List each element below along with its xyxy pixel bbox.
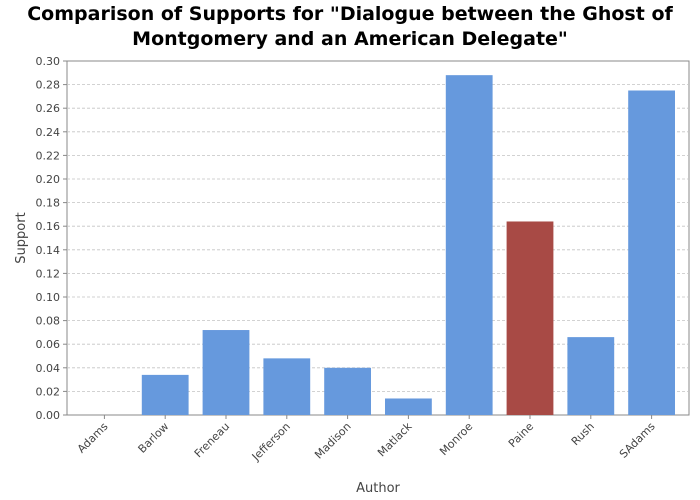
bar-barlow <box>141 374 189 415</box>
y-tick-label: 0.12 <box>36 267 61 280</box>
y-tick-label: 0.02 <box>36 385 61 398</box>
x-tick-label: Adams <box>75 420 111 456</box>
bar-rush <box>567 337 615 415</box>
y-tick-label: 0.00 <box>36 409 61 422</box>
x-axis-title: Author <box>356 481 400 496</box>
x-axis: Adams Barlow Freneau Jefferson Madison Matlac… <box>75 415 658 464</box>
bars <box>141 75 675 415</box>
y-tick-label: 0.08 <box>36 315 61 328</box>
y-tick-label: 0.28 <box>36 79 61 92</box>
x-tick-label: Jefferson <box>249 420 293 464</box>
x-tick-label: Barlow <box>136 420 172 456</box>
y-tick-label: 0.14 <box>36 244 61 257</box>
y-tick-label: 0.26 <box>36 102 61 115</box>
y-tick-label: 0.20 <box>36 173 61 186</box>
x-tick-label: Paine <box>506 420 536 450</box>
x-tick-label: SAdams <box>617 420 658 461</box>
bar-monroe <box>445 75 493 415</box>
bar-sadams <box>628 90 675 415</box>
y-tick-label: 0.24 <box>36 126 61 139</box>
chart-title: Comparison of Supports for "Dialogue bet… <box>0 2 700 52</box>
chart-title-line-2: Montgomery and an American Delegate" <box>132 28 568 50</box>
x-tick-label: Matlack <box>375 419 415 459</box>
y-tick-label: 0.22 <box>36 149 61 162</box>
bar-paine <box>506 221 554 415</box>
x-tick-label: Freneau <box>192 420 232 460</box>
y-axis-title: Support <box>14 212 29 263</box>
y-tick-label: 0.06 <box>36 338 61 351</box>
bar-jefferson <box>263 358 311 415</box>
y-tick-label: 0.18 <box>36 197 61 210</box>
y-tick-label: 0.10 <box>36 291 61 304</box>
y-tick-label: 0.16 <box>36 220 61 233</box>
y-tick-label: 0.30 <box>36 55 61 68</box>
y-axis: 0.00 0.02 0.04 0.06 0.08 0.10 0.12 0.14 0.16 0.18… <box>36 55 67 422</box>
x-tick-label: Madison <box>312 420 354 462</box>
grid-lines <box>67 84 689 392</box>
bar-madison <box>324 367 371 415</box>
x-tick-label: Monroe <box>437 420 475 458</box>
chart-title-line-1: Comparison of Supports for "Dialogue bet… <box>27 3 673 25</box>
x-tick-label: Rush <box>569 420 597 448</box>
bar-freneau <box>202 330 250 415</box>
bar-matlack <box>385 398 432 415</box>
y-tick-label: 0.04 <box>36 362 61 375</box>
